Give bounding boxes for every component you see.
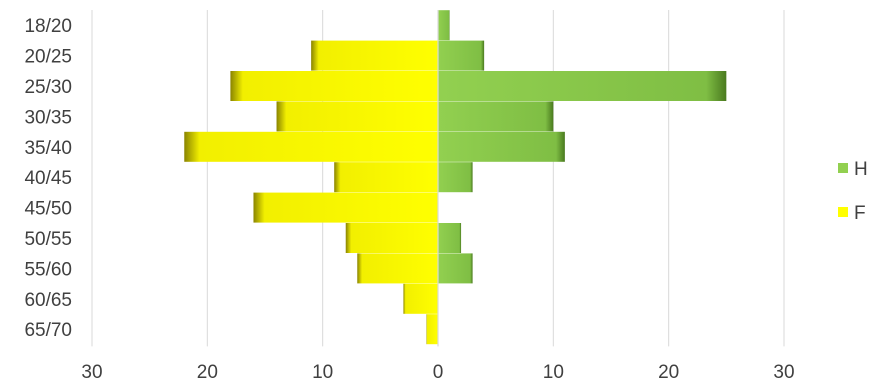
bar-F-25-30 (230, 71, 438, 101)
bar-H-40-45 (438, 162, 473, 193)
y-tick-label: 65/70 (24, 320, 72, 341)
y-tick-label: 40/45 (24, 168, 72, 189)
bar-F-40-45 (334, 162, 438, 193)
bar-F-50-55 (345, 223, 438, 253)
legend: HF (838, 159, 868, 224)
bar-F-45-50 (253, 192, 438, 223)
bar-F-65-70 (426, 314, 438, 345)
x-tick-label: 20 (197, 362, 218, 383)
y-tick-label: 55/60 (24, 259, 72, 280)
bar-H-20-25 (438, 40, 485, 71)
axes: 18/20 20/25 25/30 30/35 35/40 40/45 45/50 50/55… (24, 10, 795, 383)
bar-H-25-30 (438, 71, 727, 101)
y-tick-label: 25/30 (24, 77, 72, 98)
bar-H-18-20 (438, 10, 450, 41)
y-tick-label: 50/55 (24, 229, 72, 250)
bar-H-50-55 (438, 223, 462, 253)
y-tick-label: 60/65 (24, 290, 72, 311)
x-tick-label: 10 (312, 362, 333, 383)
bar-H-35-40 (438, 131, 565, 162)
y-tick-label: 18/20 (24, 16, 72, 37)
legend-swatch-F (838, 207, 848, 217)
x-tick-label: 10 (543, 362, 564, 383)
y-tick-label: 20/25 (24, 47, 72, 68)
x-tick-label: 20 (658, 362, 679, 383)
bar-F-20-25 (311, 40, 438, 71)
x-tick-label: 30 (773, 362, 794, 383)
y-tick-label: 35/40 (24, 138, 72, 159)
y-tick-label: 30/35 (24, 107, 72, 128)
y-tick-label: 45/50 (24, 199, 72, 220)
bar-F-30-35 (276, 101, 438, 132)
legend-label-F: F (854, 203, 866, 224)
x-tick-label: 0 (433, 362, 444, 383)
legend-item-F: F (838, 203, 866, 224)
bar-H-55-60 (438, 253, 473, 284)
bar-H-30-35 (438, 101, 554, 132)
bars (184, 10, 727, 345)
x-tick-label: 30 (81, 362, 102, 383)
legend-label-H: H (854, 159, 868, 180)
bar-F-35-40 (184, 131, 438, 162)
legend-item-H: H (838, 159, 868, 180)
legend-swatch-H (838, 163, 848, 173)
bar-F-55-60 (357, 253, 438, 284)
bar-F-60-65 (403, 283, 438, 314)
